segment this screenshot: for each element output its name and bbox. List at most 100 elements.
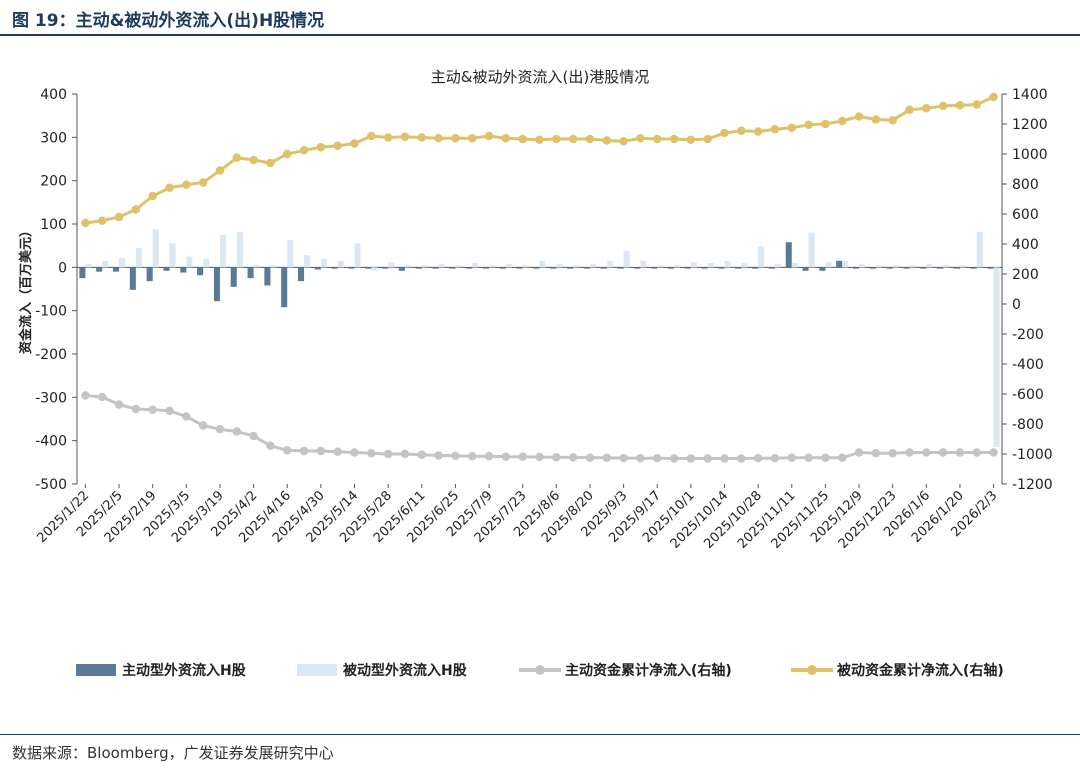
point-active-cumulative [905,448,914,457]
left-tick-label: 200 [40,174,67,190]
bar-passive-inflow [707,263,714,268]
point-passive-cumulative [955,101,965,110]
bar-active-inflow [516,267,523,269]
point-passive-cumulative [131,205,141,214]
bar-passive-inflow [219,234,227,268]
point-active-cumulative [266,441,275,450]
point-passive-cumulative [585,134,595,144]
right-tick-label: -600 [1012,387,1044,403]
left-tick-label: -100 [35,304,67,320]
point-passive-cumulative [484,131,494,141]
point-active-cumulative [333,447,342,456]
left-tick-label: -200 [35,347,67,363]
bar-passive-inflow [909,265,916,268]
point-active-cumulative [350,448,359,457]
legend-swatch-bar [76,664,116,676]
bar-active-inflow [819,267,826,271]
point-passive-cumulative [299,146,309,155]
right-tick-label: -1200 [1012,477,1053,493]
bar-passive-inflow [808,232,815,268]
bar-active-inflow [297,267,305,282]
legend-label: 主动型外资流入H股 [122,662,247,679]
point-active-cumulative [114,400,124,409]
bar-active-inflow [365,267,372,269]
point-passive-cumulative [316,143,326,152]
point-passive-cumulative [215,166,225,175]
right-tick-label: 0 [1012,297,1021,313]
point-active-cumulative [838,453,847,462]
point-passive-cumulative [922,104,931,113]
bar-active-inflow [398,267,405,271]
point-active-cumulative [703,454,712,463]
bar-active-inflow [432,267,439,269]
bar-active-inflow [415,267,422,269]
bar-passive-inflow [236,231,243,268]
bar-active-inflow [617,267,624,269]
point-passive-cumulative [703,134,712,144]
bar-active-inflow [667,267,675,269]
point-active-cumulative [602,453,611,462]
point-active-cumulative [770,454,780,463]
bar-passive-inflow [505,263,512,268]
point-passive-cumulative [821,119,830,129]
bar-passive-inflow [993,267,1000,448]
bar-active-inflow [583,267,590,269]
point-passive-cumulative [838,116,847,126]
bar-passive-inflow [287,240,294,268]
right-tick-label: -800 [1012,417,1044,433]
legend-swatch-point [535,665,545,675]
bar-passive-inflow [640,260,647,268]
point-active-cumulative [417,450,426,459]
bar-active-inflow [79,267,86,279]
bar-active-inflow [264,267,271,286]
bar-active-inflow [482,267,490,269]
figure-header: 图 19：主动&被动外资流入(出)H股情况 [0,0,1080,36]
point-passive-cumulative [653,134,662,144]
bar-active-inflow [735,267,742,269]
bar-active-inflow [970,267,977,269]
point-active-cumulative [619,453,628,463]
bar-active-inflow [701,267,708,269]
bar-passive-inflow [573,265,580,268]
legend-label: 被动型外资流入H股 [343,662,468,679]
bar-passive-inflow [791,263,798,268]
bar-passive-inflow [371,267,378,271]
bar-active-inflow [920,267,927,269]
bar-passive-inflow [455,265,462,268]
point-active-cumulative [215,425,225,434]
point-active-cumulative [131,404,141,414]
bar-passive-inflow [85,263,92,268]
point-active-cumulative [198,421,208,430]
bar-passive-inflow [135,247,142,268]
point-passive-cumulative [602,136,611,145]
point-passive-cumulative [568,134,578,144]
bar-passive-inflow [589,263,597,268]
source-note: 数据来源：Bloomberg，广发证券发展研究中心 [12,744,334,762]
point-passive-cumulative [518,134,527,144]
bar-passive-inflow [842,260,849,268]
bar-passive-inflow [388,262,395,268]
legend-swatch-point [807,665,817,675]
point-passive-cumulative [232,153,241,162]
bar-passive-inflow [674,265,681,268]
point-active-cumulative [568,453,578,462]
point-passive-cumulative [434,134,443,143]
left-tick-label: -500 [35,477,67,493]
point-passive-cumulative [669,134,679,144]
bar-passive-inflow [438,263,445,268]
bar-active-inflow [718,267,725,269]
bar-active-inflow [348,267,355,269]
point-passive-cumulative [81,218,90,228]
point-passive-cumulative [619,137,628,146]
right-tick-label: 1200 [1012,117,1048,133]
bar-active-inflow [449,267,456,269]
bar-active-inflow [466,267,473,269]
point-active-cumulative [787,453,796,462]
bar-active-inflow [567,267,574,269]
point-passive-cumulative [198,178,208,187]
point-passive-cumulative [770,125,780,134]
legend-label: 被动资金累计净流入(右轴) [837,662,1004,679]
point-active-cumulative [653,454,662,463]
point-active-cumulative [804,453,813,462]
point-passive-cumulative [148,191,157,201]
